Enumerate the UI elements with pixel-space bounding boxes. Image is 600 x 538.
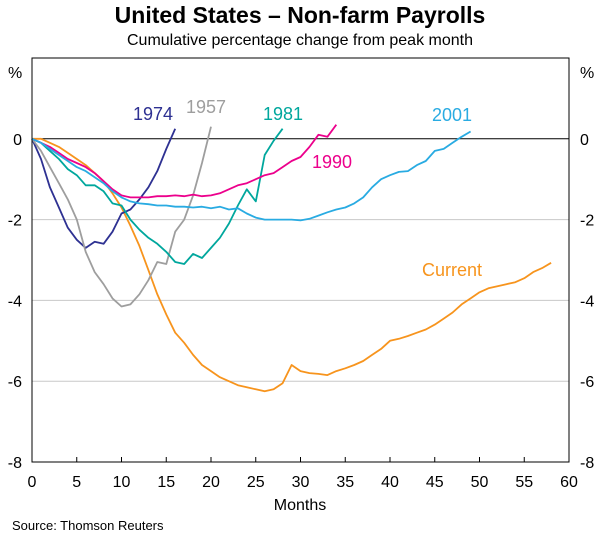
- x-tick-label: 50: [471, 474, 489, 491]
- y-tick-label-right: -8: [580, 455, 594, 472]
- x-tick-label: 25: [247, 474, 265, 491]
- series-lines: [31, 124, 552, 393]
- x-tick-label: 45: [426, 474, 444, 491]
- series-label-2001: 2001: [432, 105, 472, 125]
- series-label-1957: 1957: [186, 97, 226, 117]
- x-tick-label: 10: [113, 474, 131, 491]
- x-tick-label: 15: [157, 474, 175, 491]
- y-tick-label-left: -8: [8, 455, 22, 472]
- x-tick-label: 5: [72, 474, 81, 491]
- x-axis-label: Months: [274, 497, 326, 514]
- y-tick-label-right: -4: [580, 293, 594, 310]
- x-tick-label: 55: [515, 474, 533, 491]
- series-line-1981: [31, 128, 284, 265]
- x-tick-label: 30: [292, 474, 310, 491]
- series-labels: 1974 1957 1981 1990 2001 Current: [133, 97, 482, 280]
- source-note: Source: Thomson Reuters: [12, 518, 164, 533]
- y-tick-label-right: -2: [580, 213, 594, 230]
- series-line-1974: [31, 128, 177, 249]
- y-axis-unit-right: %: [580, 65, 594, 82]
- x-tick-label: 20: [202, 474, 220, 491]
- series-line-2001: [31, 130, 472, 222]
- series-label-current: Current: [422, 260, 482, 280]
- series-line-current: [32, 137, 552, 393]
- y-tick-label-left: 0: [13, 132, 22, 149]
- gridlines: [32, 138, 569, 382]
- y-tick-label-right: 0: [580, 132, 589, 149]
- y-tick-label-left: -2: [8, 213, 22, 230]
- series-label-1974: 1974: [133, 104, 173, 124]
- series-line-1990: [31, 124, 338, 199]
- series-label-1990: 1990: [312, 152, 352, 172]
- chart-subtitle: Cumulative percentage change from peak m…: [127, 32, 473, 49]
- chart-title: United States – Non-farm Payrolls: [114, 2, 486, 28]
- x-tick-label: 60: [560, 474, 578, 491]
- x-tick-label: 0: [28, 474, 37, 491]
- series-line-1957: [31, 126, 212, 308]
- y-axis-unit-left: %: [8, 65, 22, 82]
- axis-ticks: 0 5 10 15 20 25 30 35 40 45 50 55 60 0 0 -2 -2 -4 -4 -6 -6 -8…: [8, 132, 595, 491]
- y-tick-label-right: -6: [580, 374, 594, 391]
- x-tick-label: 40: [381, 474, 399, 491]
- x-tick-label: 35: [336, 474, 354, 491]
- y-tick-label-left: -4: [8, 293, 22, 310]
- series-label-1981: 1981: [263, 104, 303, 124]
- y-tick-label-left: -6: [8, 374, 22, 391]
